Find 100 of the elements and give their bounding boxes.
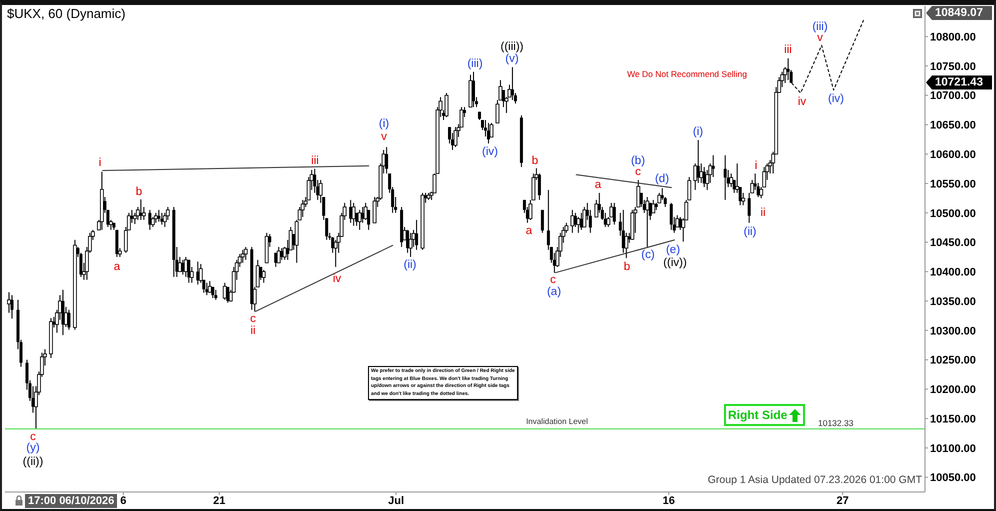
candlestick bbox=[651, 199, 656, 214]
candlestick bbox=[352, 202, 356, 226]
candlestick bbox=[786, 58, 790, 81]
candlestick bbox=[612, 202, 616, 226]
annotation: (d) bbox=[654, 173, 670, 185]
annotation: We Do Not Recommend Selling bbox=[627, 69, 747, 79]
candlestick bbox=[385, 146, 388, 174]
candlestick bbox=[645, 196, 650, 248]
annotation: ((iv)) bbox=[663, 257, 687, 269]
annotation: c bbox=[635, 166, 642, 178]
y-tick-label: 10800.00 bbox=[930, 31, 976, 44]
annotation: (iii) bbox=[812, 21, 828, 33]
ref-line-label: Invalidation Level bbox=[526, 416, 588, 426]
annotation: (i) bbox=[692, 126, 704, 138]
y-tick-label: 10300.00 bbox=[930, 325, 976, 338]
annotation: (b) bbox=[630, 155, 646, 167]
annotation: ((ii)) bbox=[22, 456, 44, 468]
annotation: Right Side bbox=[728, 408, 788, 422]
annotation: (c) bbox=[641, 249, 655, 261]
y-tick-label: 10750.00 bbox=[930, 60, 976, 73]
y-tick-label: 10600.00 bbox=[930, 148, 976, 161]
candlestick bbox=[208, 280, 212, 294]
candlestick bbox=[444, 92, 448, 118]
y-tick-label: 10350.00 bbox=[930, 296, 976, 308]
candlestick bbox=[240, 249, 245, 264]
candlestick bbox=[325, 218, 328, 240]
candlestick bbox=[262, 269, 266, 284]
candlestick bbox=[570, 209, 574, 234]
candlestick bbox=[154, 212, 158, 224]
y-tick-label: 10650.00 bbox=[930, 120, 976, 132]
y-tick-label: 10250.00 bbox=[930, 354, 976, 367]
text: 10849.07 bbox=[935, 7, 983, 19]
annotation: v bbox=[817, 32, 824, 44]
annotation: (a) bbox=[546, 286, 562, 298]
y-tick-label: 10550.00 bbox=[930, 178, 976, 190]
annotation: Group 1 Asia Updated 07.23.2026 01:00 GMT bbox=[708, 474, 922, 486]
candlestick bbox=[10, 294, 14, 320]
candlestick bbox=[670, 202, 673, 230]
x-tick-label: 21 bbox=[213, 494, 226, 507]
annotation: (y) bbox=[26, 442, 40, 454]
candlestick bbox=[184, 256, 188, 278]
annotation: ii bbox=[760, 207, 766, 219]
y-tick-label: 10100.00 bbox=[930, 442, 976, 455]
candlestick bbox=[187, 259, 190, 284]
text: 10721.43 bbox=[935, 76, 983, 88]
annotation: c bbox=[550, 274, 556, 286]
x-tick-label: 16 bbox=[662, 494, 675, 507]
y-tick-label: 10500.00 bbox=[930, 208, 976, 220]
annotation: b bbox=[136, 186, 142, 198]
candlestick bbox=[364, 202, 368, 220]
annotation: (iv) bbox=[828, 93, 844, 105]
annotation: 10132.33 bbox=[818, 418, 854, 428]
candlestick bbox=[274, 252, 278, 268]
candlestick bbox=[280, 248, 284, 260]
annotation: c bbox=[30, 431, 36, 443]
annotation: i bbox=[754, 160, 758, 172]
x-tick-label: 27 bbox=[836, 494, 849, 507]
candlestick bbox=[222, 282, 227, 300]
candlestick bbox=[358, 209, 362, 230]
candlestick bbox=[724, 154, 727, 200]
annotation: a bbox=[594, 179, 602, 191]
candlestick bbox=[702, 166, 706, 188]
annotation: (ii) bbox=[744, 226, 757, 238]
candlestick bbox=[406, 229, 410, 254]
candlestick bbox=[454, 126, 458, 148]
annotation: (v) bbox=[505, 53, 519, 65]
candlestick bbox=[498, 80, 502, 101]
annotation: (e) bbox=[666, 244, 680, 256]
candlestick bbox=[510, 66, 514, 101]
candlestick bbox=[300, 199, 305, 218]
annotation: iv bbox=[332, 273, 342, 285]
candlestick bbox=[408, 232, 412, 258]
annotation: ((iii)) bbox=[500, 41, 524, 53]
annotation: i bbox=[98, 157, 102, 169]
annotation: (ii) bbox=[404, 259, 417, 271]
annotation: v bbox=[381, 131, 388, 143]
y-tick-label: 10400.00 bbox=[930, 266, 976, 279]
candlestick bbox=[472, 71, 475, 108]
annotation: (i) bbox=[378, 118, 390, 130]
candlestick bbox=[214, 289, 218, 300]
y-tick-label: 10450.00 bbox=[930, 237, 976, 250]
candlestick bbox=[540, 209, 544, 234]
y-tick-label: 10050.00 bbox=[930, 472, 976, 484]
candlestick bbox=[372, 196, 376, 224]
candlestick bbox=[67, 309, 70, 330]
y-tick-label: 10150.00 bbox=[930, 413, 976, 426]
candlestick bbox=[415, 219, 418, 250]
x-tick-label: Jul bbox=[388, 494, 404, 507]
x-tick-label: 6 bbox=[120, 494, 126, 507]
annotation: c bbox=[250, 313, 256, 325]
annotation: a bbox=[526, 225, 533, 237]
annotation: a bbox=[114, 261, 121, 273]
annotation: b bbox=[532, 155, 538, 167]
candlestick bbox=[61, 289, 64, 336]
annotation: iii bbox=[784, 44, 792, 56]
annotation: (iii) bbox=[467, 58, 483, 70]
candlestick bbox=[712, 154, 715, 178]
candlestick bbox=[576, 216, 580, 234]
annotation: (iv) bbox=[482, 146, 498, 158]
text: 17:00 06/10/2026 bbox=[28, 495, 114, 507]
